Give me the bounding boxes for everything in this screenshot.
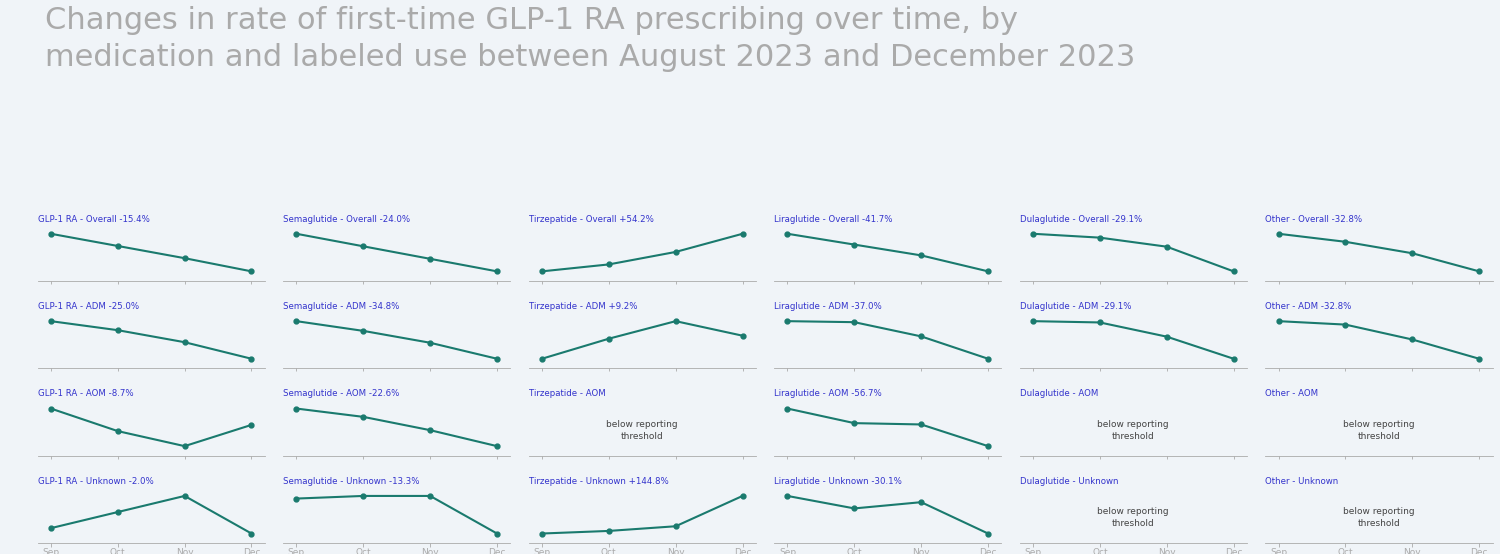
Text: Other - ADM -32.8%: Other - ADM -32.8% [1264, 302, 1352, 311]
Text: below reporting
threshold: below reporting threshold [606, 420, 678, 440]
Text: GLP-1 RA - Overall -15.4%: GLP-1 RA - Overall -15.4% [38, 214, 150, 224]
Text: Liraglutide - ADM -37.0%: Liraglutide - ADM -37.0% [774, 302, 882, 311]
Text: below reporting
threshold: below reporting threshold [1342, 507, 1414, 528]
Text: GLP-1 RA - Unknown -2.0%: GLP-1 RA - Unknown -2.0% [38, 477, 153, 486]
Text: Semaglutide - Overall -24.0%: Semaglutide - Overall -24.0% [284, 214, 410, 224]
Text: Semaglutide - ADM -34.8%: Semaglutide - ADM -34.8% [284, 302, 399, 311]
Text: Dulaglutide - AOM: Dulaglutide - AOM [1020, 389, 1098, 398]
Text: Dulaglutide - Overall -29.1%: Dulaglutide - Overall -29.1% [1020, 214, 1142, 224]
Text: Changes in rate of first-time GLP-1 RA prescribing over time, by
medication and : Changes in rate of first-time GLP-1 RA p… [45, 6, 1136, 71]
Text: Other - Overall -32.8%: Other - Overall -32.8% [1264, 214, 1362, 224]
Text: Liraglutide - Overall -41.7%: Liraglutide - Overall -41.7% [774, 214, 892, 224]
Text: GLP-1 RA - AOM -8.7%: GLP-1 RA - AOM -8.7% [38, 389, 134, 398]
Text: Liraglutide - AOM -56.7%: Liraglutide - AOM -56.7% [774, 389, 882, 398]
Text: Tirzepatide - AOM: Tirzepatide - AOM [528, 389, 606, 398]
Text: Dulaglutide - ADM -29.1%: Dulaglutide - ADM -29.1% [1020, 302, 1131, 311]
Text: below reporting
threshold: below reporting threshold [1098, 507, 1168, 528]
Text: Semaglutide - AOM -22.6%: Semaglutide - AOM -22.6% [284, 389, 399, 398]
Text: Other - Unknown: Other - Unknown [1264, 477, 1338, 486]
Text: Dulaglutide - Unknown: Dulaglutide - Unknown [1020, 477, 1118, 486]
Text: GLP-1 RA - ADM -25.0%: GLP-1 RA - ADM -25.0% [38, 302, 138, 311]
Text: below reporting
threshold: below reporting threshold [1098, 420, 1168, 440]
Text: Tirzepatide - Unknown +144.8%: Tirzepatide - Unknown +144.8% [528, 477, 669, 486]
Text: Tirzepatide - Overall +54.2%: Tirzepatide - Overall +54.2% [528, 214, 654, 224]
Text: Other - AOM: Other - AOM [1264, 389, 1318, 398]
Text: Semaglutide - Unknown -13.3%: Semaglutide - Unknown -13.3% [284, 477, 420, 486]
Text: below reporting
threshold: below reporting threshold [1342, 420, 1414, 440]
Text: Tirzepatide - ADM +9.2%: Tirzepatide - ADM +9.2% [528, 302, 638, 311]
Text: Liraglutide - Unknown -30.1%: Liraglutide - Unknown -30.1% [774, 477, 902, 486]
